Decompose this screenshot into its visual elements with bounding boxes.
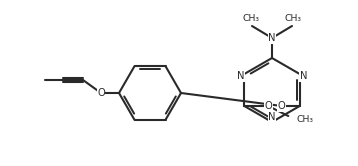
- Text: N: N: [300, 71, 308, 81]
- Text: N: N: [237, 71, 244, 81]
- Text: O: O: [278, 101, 286, 111]
- Text: CH₃: CH₃: [242, 13, 260, 23]
- Text: O: O: [265, 101, 272, 111]
- Text: CH₃: CH₃: [285, 13, 301, 23]
- Text: N: N: [268, 113, 276, 123]
- Text: CH₃: CH₃: [296, 116, 313, 124]
- Text: O: O: [97, 88, 105, 98]
- Text: N: N: [268, 33, 276, 43]
